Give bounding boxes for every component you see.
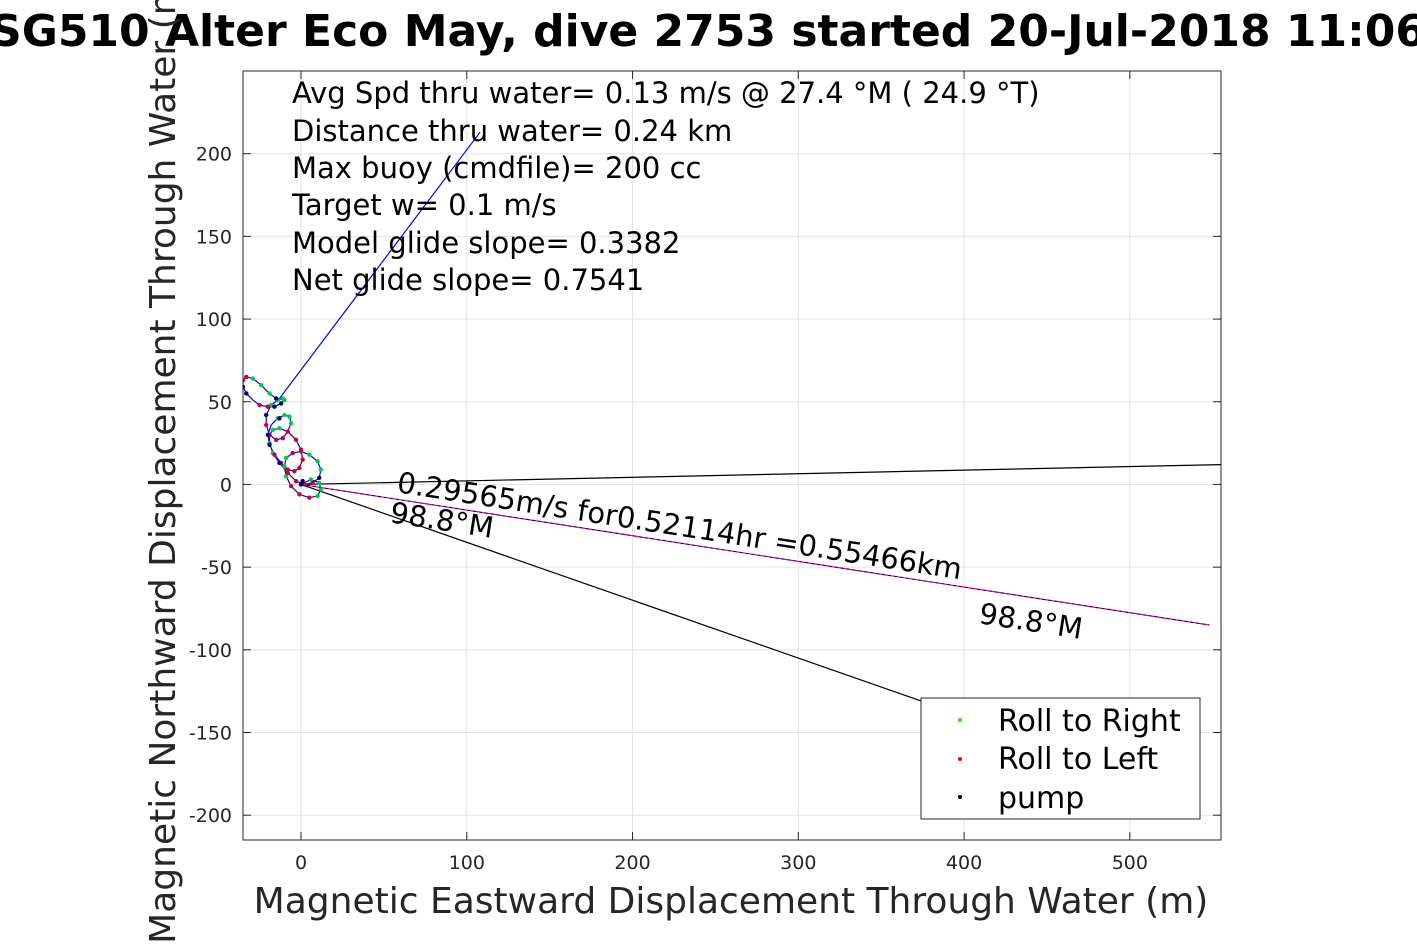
x-tick-label: 0 xyxy=(295,852,307,874)
roll-left-point xyxy=(310,480,315,485)
roll-left-point xyxy=(273,437,279,442)
x-tick-label: 500 xyxy=(1112,852,1148,874)
stats-annotation: Avg Spd thru water= 0.13 m/s @ 27.4 °M (… xyxy=(291,76,1040,297)
pump-point xyxy=(277,416,282,421)
roll-right-point xyxy=(283,473,289,479)
y-tick-label: -200 xyxy=(189,805,232,827)
y-axis-label: Magnetic Northward Displacement Through … xyxy=(143,0,184,944)
x-axis-label: Magnetic Eastward Displacement Through W… xyxy=(254,881,1209,922)
roll-left-point xyxy=(272,452,277,457)
pump-point xyxy=(244,391,249,396)
x-tick-label: 300 xyxy=(780,852,816,874)
roll-right-point xyxy=(318,487,324,492)
chart-title: SG510 Alter Eco May, dive 2753 started 2… xyxy=(0,6,1417,57)
roll-left-point xyxy=(290,450,295,456)
roll-left-point xyxy=(293,437,299,442)
pump-point xyxy=(264,412,269,418)
roll-left-point xyxy=(264,422,269,428)
pump-point xyxy=(272,404,277,409)
roll-left-point xyxy=(243,378,246,383)
roll-right-point xyxy=(250,376,256,381)
roll-left-point xyxy=(307,495,312,500)
roll-right-point xyxy=(259,383,264,388)
annotation-line: Net glide slope= 0.7541 xyxy=(292,263,644,297)
y-tick-label: -100 xyxy=(189,640,232,662)
roll-left-point xyxy=(285,429,290,434)
x-tick-label: 400 xyxy=(946,852,982,874)
roll-right-point xyxy=(267,391,272,396)
grid-lines xyxy=(243,71,1221,840)
roll-right-point xyxy=(283,455,289,461)
legend-label-roll-right: Roll to Right xyxy=(998,704,1181,739)
y-tick-label: -150 xyxy=(189,723,232,745)
roll-left-point xyxy=(280,435,285,441)
roll-right-point xyxy=(268,402,274,408)
annotation-line: Avg Spd thru water= 0.13 m/s @ 27.4 °M (… xyxy=(292,76,1040,110)
heading-line-east xyxy=(301,463,1221,486)
pump-point xyxy=(317,475,322,481)
roll-left-point xyxy=(292,469,297,474)
legend-box xyxy=(920,697,1201,820)
pump-point xyxy=(267,442,272,447)
pump-point xyxy=(243,384,246,390)
y-tick-label: 100 xyxy=(196,309,232,331)
x-tick-label: 200 xyxy=(614,852,650,874)
legend-marker-pump xyxy=(958,795,962,799)
y-axis-ticks: -200 -150 -100 -50 0 50 100 150 200 xyxy=(189,144,1221,827)
roll-right-point xyxy=(287,414,292,419)
roll-right-point xyxy=(277,426,282,431)
y-tick-label: 150 xyxy=(196,226,232,248)
annotation-line: Max buoy (cmdfile)= 200 cc xyxy=(292,151,701,185)
roll-left-point xyxy=(293,478,299,484)
roll-right-point xyxy=(315,459,320,464)
x-axis-ticks: 0 100 200 300 400 500 xyxy=(295,71,1148,874)
roll-right-point xyxy=(270,427,276,433)
annotation-line: Model glide slope= 0.3382 xyxy=(292,226,680,260)
pump-point xyxy=(265,432,271,438)
roll-left-point xyxy=(285,470,290,476)
y-tick-label: 50 xyxy=(208,392,232,414)
pump-point xyxy=(300,478,305,484)
roll-right-point xyxy=(317,480,322,485)
roll-right-point xyxy=(282,397,287,403)
roll-left-point xyxy=(265,404,271,409)
roll-left-point xyxy=(302,482,307,487)
roll-left-point xyxy=(257,402,262,408)
annotation-line: Distance thru water= 0.24 km xyxy=(292,114,732,148)
heading-line-southeast xyxy=(300,483,965,717)
legend-label-roll-left: Roll to Left xyxy=(998,742,1158,777)
roll-left-point xyxy=(300,457,305,462)
roll-right-point xyxy=(307,452,312,457)
roll-left-point xyxy=(288,483,294,489)
pump-point xyxy=(277,460,282,466)
pump-point xyxy=(273,396,279,401)
legend-label-pump: pump xyxy=(998,781,1084,816)
legend: Roll to Right Roll to Left pump xyxy=(920,697,1201,820)
roll-right-point xyxy=(288,421,294,426)
track-to-surface xyxy=(278,131,481,399)
legend-marker-roll-right xyxy=(958,718,962,722)
y-tick-label: 0 xyxy=(220,474,232,496)
roll-right-point xyxy=(282,464,287,469)
roll-right-point xyxy=(282,412,287,418)
pump-point xyxy=(298,482,304,487)
legend-marker-roll-left xyxy=(958,757,962,761)
roll-left-point xyxy=(298,447,304,452)
roll-right-point xyxy=(308,477,314,482)
roll-left-point xyxy=(297,465,302,471)
y-tick-label: -50 xyxy=(201,557,232,579)
pump-point xyxy=(278,401,284,406)
roll-left-point xyxy=(297,492,302,497)
current-vector xyxy=(300,483,1210,626)
x-tick-label: 100 xyxy=(449,852,485,874)
plot-series xyxy=(243,131,1221,717)
roll-right-point xyxy=(318,467,324,472)
annotation-line: Target w= 0.1 m/s xyxy=(291,188,557,222)
roll-right-point xyxy=(315,493,320,499)
roll-left-point xyxy=(285,467,290,472)
plot-frame xyxy=(242,70,1222,841)
roll-left-point xyxy=(244,374,249,380)
y-tick-label: 200 xyxy=(196,144,232,166)
